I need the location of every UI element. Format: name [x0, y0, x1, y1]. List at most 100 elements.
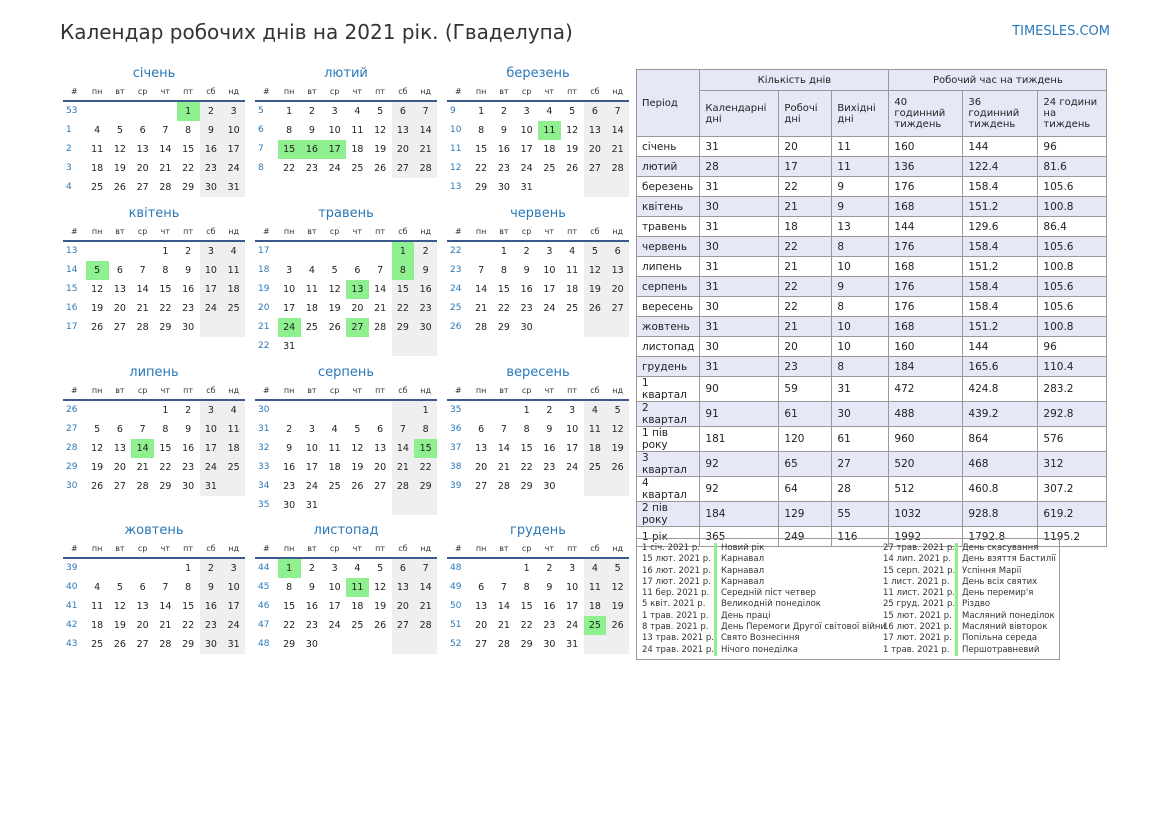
day-cell: 18 [583, 597, 607, 616]
holiday-date: 27 трав. 2021 р. [883, 543, 955, 553]
day-cell: 25 [583, 458, 607, 477]
day-cell: 23 [305, 163, 318, 174]
day-cell: 24 [305, 481, 318, 492]
value-cell: 100.8 [1037, 256, 1108, 277]
summary-row: січень 31 20 11 160 144 96 [635, 136, 1108, 157]
day-cell: 15 [520, 443, 533, 454]
week-number: 16 [66, 303, 78, 313]
weekday-header: нд [222, 223, 245, 242]
period-cell: листопад [635, 336, 701, 357]
week-number: 53 [66, 106, 78, 116]
day-cell: 3 [222, 102, 245, 121]
day-cell: 13 [391, 578, 415, 597]
day-cell: 16 [543, 601, 556, 612]
day-cell: 11 [91, 601, 104, 612]
day-cell: 29 [497, 322, 510, 333]
day-cell: 11 [91, 144, 104, 155]
week-number: 9 [450, 106, 456, 116]
day-cell: 19 [566, 144, 579, 155]
day-cell: 21 [159, 163, 172, 174]
holiday-row: 27 трав. 2021 р. День скасування [883, 543, 1056, 555]
day-cell: 25 [543, 163, 556, 174]
value-cell: 31 [699, 176, 780, 197]
weekday-header: сб [583, 382, 607, 401]
day-cell: 31 [305, 500, 318, 511]
empty-cell [583, 477, 607, 496]
day-cell: 20 [351, 303, 364, 314]
day-cell: 17 [199, 439, 223, 458]
week-number: 20 [258, 303, 270, 313]
day-cell: 30 [283, 500, 296, 511]
day-cell: 18 [543, 144, 556, 155]
empty-cell [86, 102, 109, 121]
col-header: Робочі дні [778, 90, 833, 137]
value-cell: 31 [699, 356, 780, 377]
holiday-date: 13 трав. 2021 р. [642, 633, 714, 644]
week-number: 11 [450, 144, 462, 154]
day-cell: 4 [583, 559, 607, 578]
day-cell: 19 [91, 462, 104, 473]
weekday-header: ср [323, 83, 346, 102]
value-cell: 158.4 [962, 276, 1039, 297]
month-grid: # пн вт ср чт пт сб нд 26 1 2 3 4 27 5 6 7 8 9 10 11 28 12 13 14… [63, 382, 245, 496]
day-cell: 23 [199, 616, 223, 635]
month-calendar: липень # пн вт ср чт пт сб нд 26 1 2 3 4 27 5 6 7 8 9 10 11 28… [63, 364, 245, 496]
day-cell: 19 [91, 303, 104, 314]
week-number: 34 [258, 481, 270, 491]
day-cell: 5 [569, 106, 576, 117]
day-cell: 28 [159, 639, 172, 650]
month-name: липень [129, 365, 179, 380]
day-cell: 9 [546, 582, 553, 593]
day-cell: 12 [113, 601, 126, 612]
value-cell: 151.2 [962, 196, 1039, 217]
empty-cell [222, 318, 245, 337]
value-cell: 31 [699, 276, 780, 297]
weekday-header: пн [277, 223, 301, 242]
day-cell: 24 [543, 303, 556, 314]
day-cell: 12 [91, 284, 104, 295]
summary-row: липень 31 21 10 168 151.2 100.8 [635, 256, 1108, 277]
day-cell: 1 [162, 246, 169, 257]
day-cell: 20 [136, 620, 149, 631]
day-cell: 21 [374, 303, 387, 314]
site-link[interactable]: TIMESLES.COM [1012, 24, 1110, 39]
day-cell: 4 [222, 401, 245, 420]
weekday-header: пн [469, 223, 493, 242]
empty-cell [131, 401, 154, 420]
day-cell: 28 [475, 322, 488, 333]
value-cell: 512 [888, 476, 964, 502]
weekday-header: # [255, 223, 278, 242]
day-cell: 22 [283, 620, 296, 631]
holiday-date: 17 лют. 2021 р. [883, 633, 952, 644]
summary-row: 1 рік 365 249 116 1992 1792.8 1195.2 [635, 526, 1108, 547]
day-cell: 13 [113, 284, 126, 295]
weekday-header: ср [323, 382, 346, 401]
day-cell: 8 [185, 125, 192, 136]
day-cell: 27 [374, 481, 387, 492]
day-cell: 30 [199, 635, 223, 654]
day-cell: 30 [414, 318, 437, 337]
weekday-header: сб [391, 540, 415, 559]
day-cell: 9 [500, 125, 507, 136]
day-cell: 8 [523, 424, 530, 435]
month-grid: # пн вт ср чт пт сб нд 13 1 2 3 4 14 5 6 7 8 9 10 11 15 12 13 14… [63, 223, 245, 337]
holidays-panel: 1 січ. 2021 р. Новий рік 15 лют. 2021 р. Ка… [636, 538, 1060, 660]
value-cell: 8 [831, 236, 890, 257]
holiday-row: 16 лют. 2021 р. Карнавал [642, 565, 886, 577]
day-cell: 10 [328, 125, 341, 136]
value-cell: 9 [831, 196, 890, 217]
day-cell: 2 [308, 106, 315, 117]
empty-cell [369, 635, 392, 654]
week-number: 12 [450, 163, 462, 173]
week-number: 17 [258, 246, 270, 256]
weekday-header: пт [560, 223, 584, 242]
day-cell: 22 [159, 303, 172, 314]
day-cell: 24 [566, 462, 579, 473]
month-calendar: травень # пн вт ср чт пт сб нд 17 1 2 18 3 4 5 6 7 8 9 19 10 1… [255, 205, 437, 356]
day-cell: 7 [500, 582, 507, 593]
weekday-header: сб [583, 540, 607, 559]
empty-cell [154, 102, 177, 121]
day-cell: 24 [199, 458, 223, 477]
empty-cell [470, 242, 493, 261]
col-header: 40 годинний тиждень [888, 90, 964, 137]
